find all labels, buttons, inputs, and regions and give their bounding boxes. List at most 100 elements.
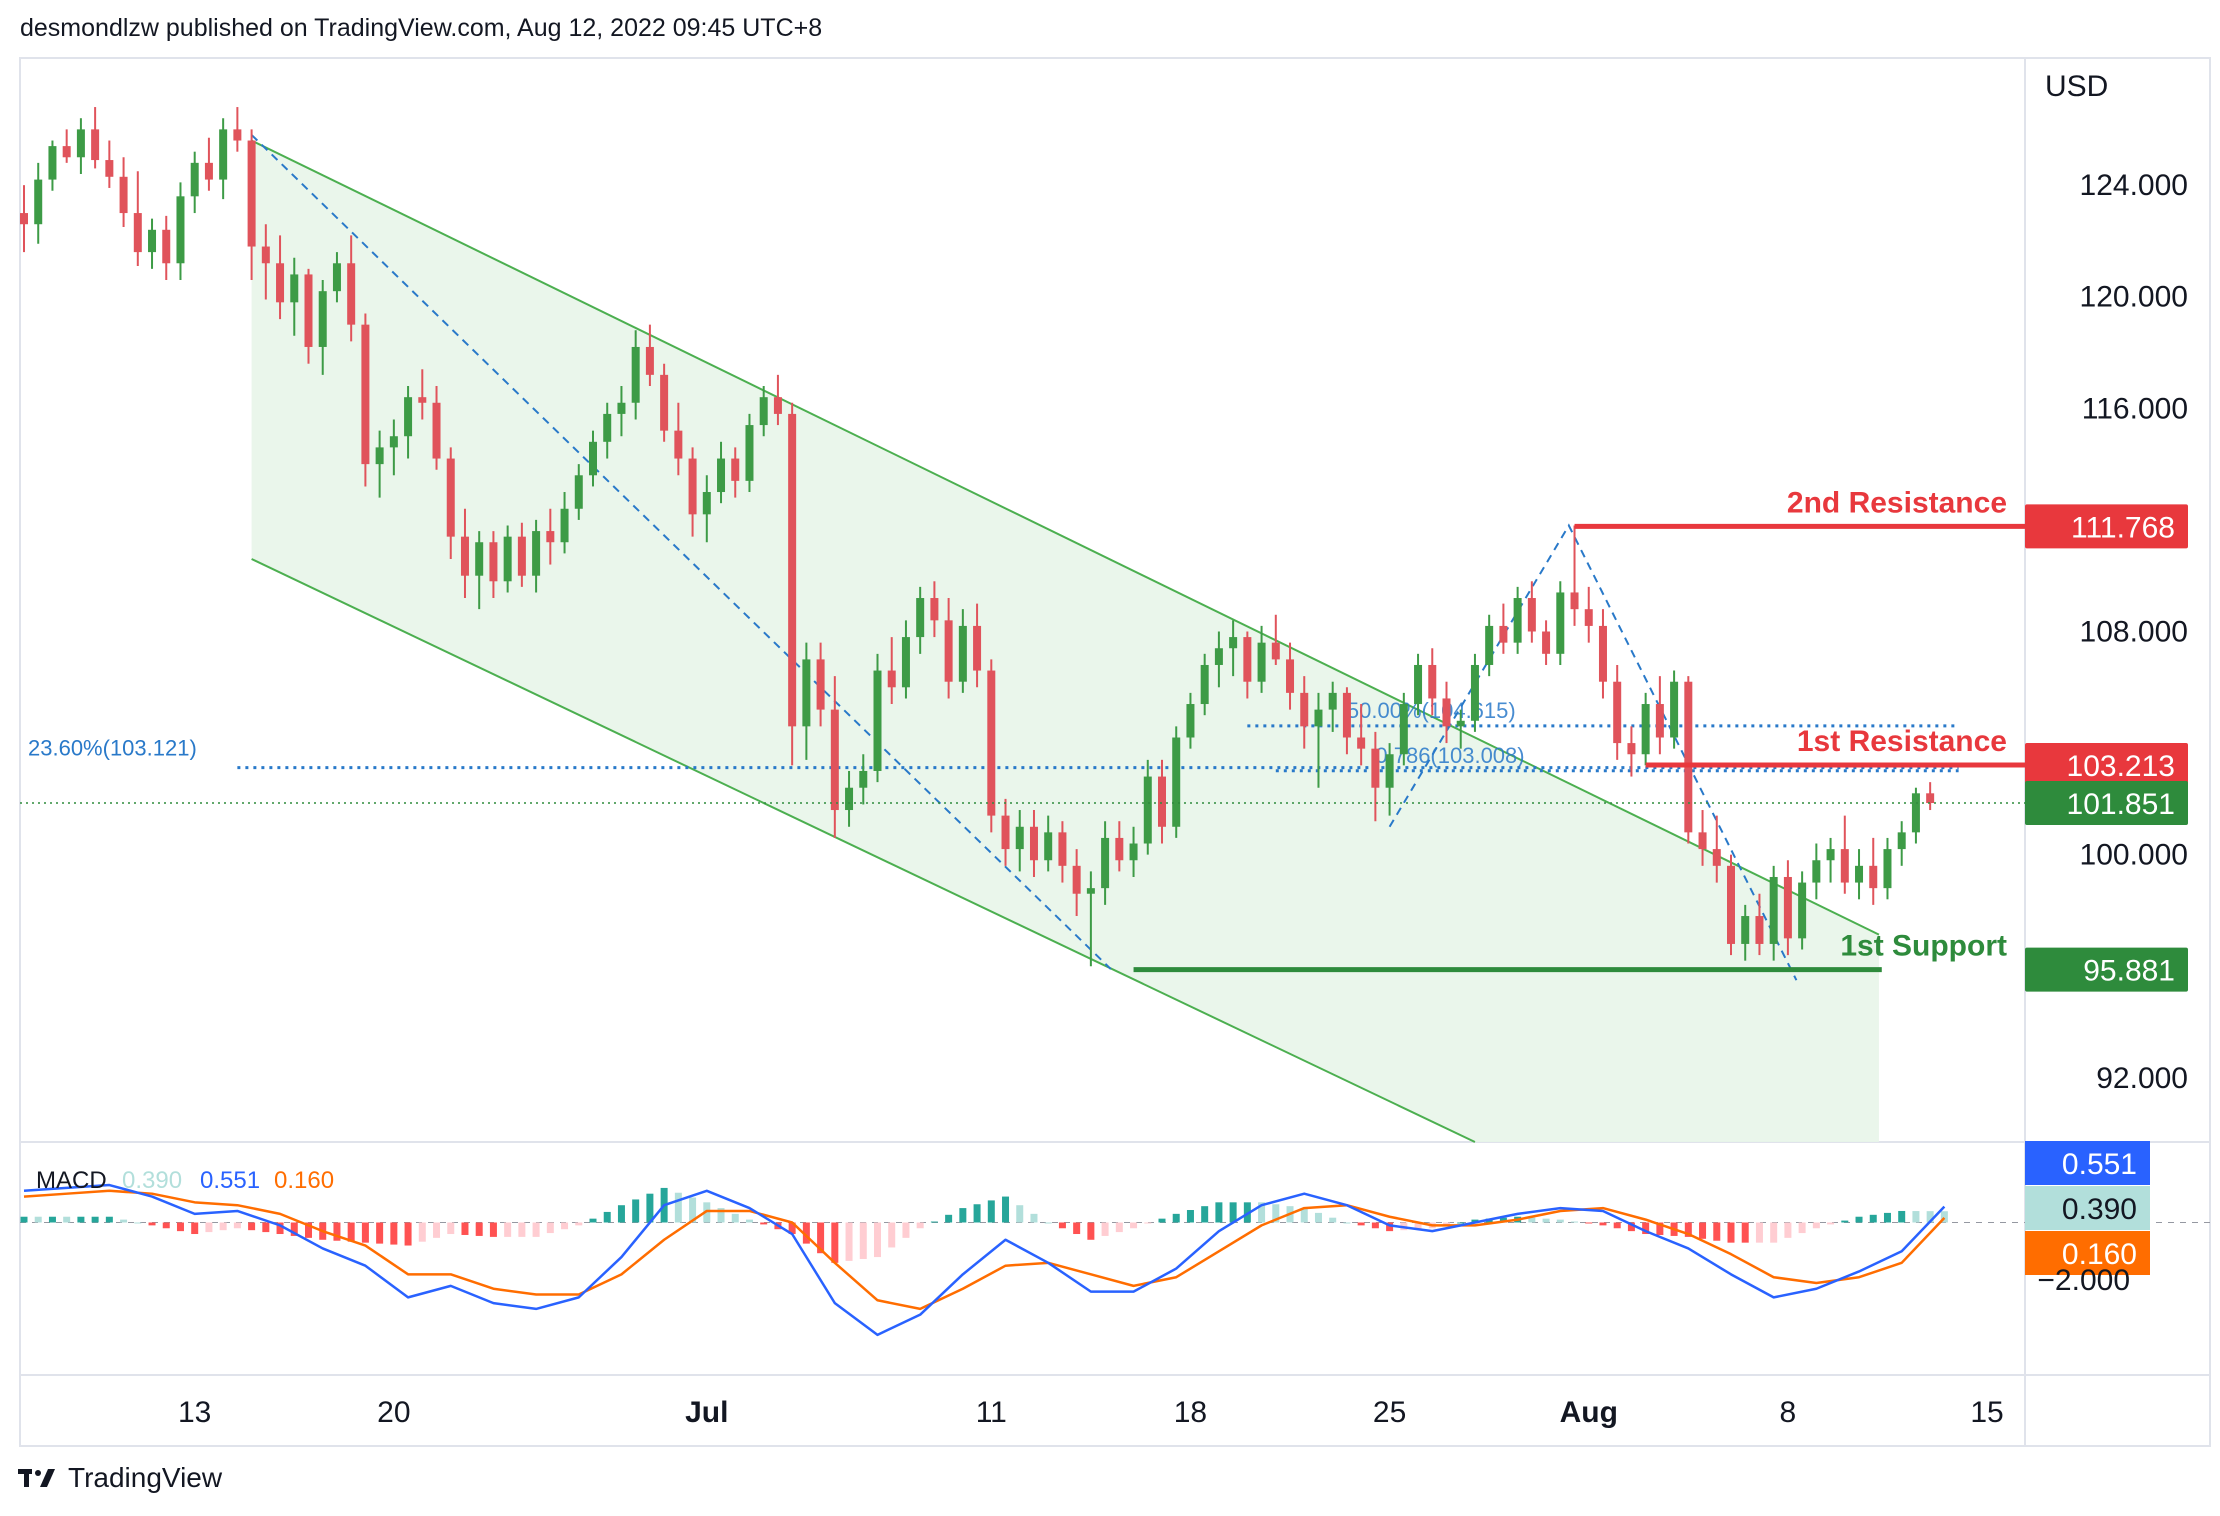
candle <box>1186 692 1195 749</box>
candle <box>1286 642 1295 710</box>
candle <box>1271 614 1280 665</box>
macd-histogram-tag <box>2025 1186 2150 1230</box>
candle <box>1214 631 1223 688</box>
candle <box>1158 759 1166 844</box>
macd-histogram-bar <box>148 1222 156 1226</box>
macd-histogram-bar <box>1841 1220 1849 1223</box>
candle-body <box>290 274 299 303</box>
candle-body <box>219 129 228 180</box>
candle-body <box>176 196 185 264</box>
candle <box>503 525 512 593</box>
candle-body <box>958 625 967 682</box>
candle-body <box>503 536 512 582</box>
x-tick-label: 8 <box>1780 1396 1797 1429</box>
macd-histogram-bar <box>1186 1210 1194 1223</box>
candle-body <box>802 659 811 727</box>
macd-histogram-bar <box>1571 1221 1579 1223</box>
macd-histogram-bar <box>489 1222 497 1237</box>
candle <box>731 447 740 498</box>
candle <box>446 447 455 559</box>
candle-body <box>91 129 100 161</box>
macd-histogram-bar <box>845 1222 853 1261</box>
candle <box>1513 586 1522 654</box>
candle <box>816 642 825 727</box>
candle-body <box>48 146 57 180</box>
candle <box>20 185 28 253</box>
macd-histogram-bar <box>1770 1222 1778 1243</box>
macd-histogram-bar <box>361 1222 369 1243</box>
candle-body <box>1598 625 1607 682</box>
candle-body <box>1826 849 1835 861</box>
candle <box>76 118 85 175</box>
macd-histogram-bar <box>77 1216 85 1223</box>
candle-body <box>475 542 484 576</box>
macd-histogram-bar <box>1201 1206 1209 1223</box>
candle <box>1584 586 1593 643</box>
macd-histogram-bar <box>1215 1202 1223 1223</box>
candle <box>1826 837 1835 883</box>
candle-body <box>717 458 726 493</box>
candle-body <box>1812 860 1821 883</box>
candle-body <box>1229 637 1238 649</box>
candle <box>574 464 583 520</box>
support-value-tag-2 <box>2025 947 2188 992</box>
macd-legend: MACD 0.390 0.551 0.160 <box>36 1167 334 1194</box>
candle <box>1840 815 1849 894</box>
macd-histogram-bar <box>888 1222 896 1248</box>
candle <box>1072 849 1081 917</box>
macd-histogram-bar <box>333 1222 341 1241</box>
candle <box>773 374 782 426</box>
candle <box>1556 581 1565 665</box>
support-label-2: 1st Support <box>1840 930 2007 963</box>
macd-y-tick-label: −2.000 <box>2037 1264 2130 1297</box>
candle <box>1485 614 1494 677</box>
macd-histogram-bar <box>1471 1219 1479 1223</box>
candle <box>1712 815 1721 883</box>
macd-histogram-bar <box>1130 1222 1138 1229</box>
macd-histogram-bar <box>817 1222 825 1254</box>
macd-histogram-bar <box>1827 1222 1835 1225</box>
candle <box>475 531 484 610</box>
chart-border <box>19 57 2211 1447</box>
resistance-label-0: 2nd Resistance <box>1787 486 2007 519</box>
candle-body <box>1357 737 1366 749</box>
candle-body <box>204 162 213 180</box>
candle <box>1897 821 1906 866</box>
candle-body <box>603 413 612 442</box>
candle-body <box>788 413 797 727</box>
candle-body <box>361 324 370 465</box>
macd-legend-title: MACD <box>36 1167 107 1194</box>
macd-histogram-bar <box>1030 1213 1038 1223</box>
macd-histogram-bar <box>1101 1222 1109 1236</box>
candle <box>347 235 356 342</box>
candle-body <box>1527 598 1536 632</box>
macd-line <box>23 1183 1946 1337</box>
candle <box>1015 810 1024 872</box>
candle-body <box>404 397 413 437</box>
candle <box>1655 676 1664 755</box>
candle <box>845 770 854 827</box>
x-tick-label: Jul <box>685 1396 728 1429</box>
candle-body <box>674 430 683 459</box>
candle-body <box>148 229 157 253</box>
candle <box>532 519 541 593</box>
candle-body <box>105 160 114 177</box>
candle-body <box>432 402 441 459</box>
candle <box>432 386 441 470</box>
x-tick-label: 18 <box>1174 1396 1207 1429</box>
candle-body <box>873 670 882 771</box>
candle-body <box>1755 916 1764 944</box>
candle <box>887 637 896 705</box>
candle <box>1101 821 1110 905</box>
candle-body <box>304 274 313 347</box>
macd-histogram-bar <box>1087 1222 1095 1240</box>
macd-histogram-bar <box>63 1216 71 1223</box>
candle-body <box>1584 609 1593 626</box>
candle-body <box>1143 776 1152 844</box>
candle-body <box>1428 664 1437 699</box>
candle-body <box>1015 826 1024 850</box>
fib-level-label-0: 23.60%(103.121) <box>28 736 197 761</box>
candle-body <box>375 447 384 465</box>
macd-histogram-bar <box>1542 1218 1550 1223</box>
